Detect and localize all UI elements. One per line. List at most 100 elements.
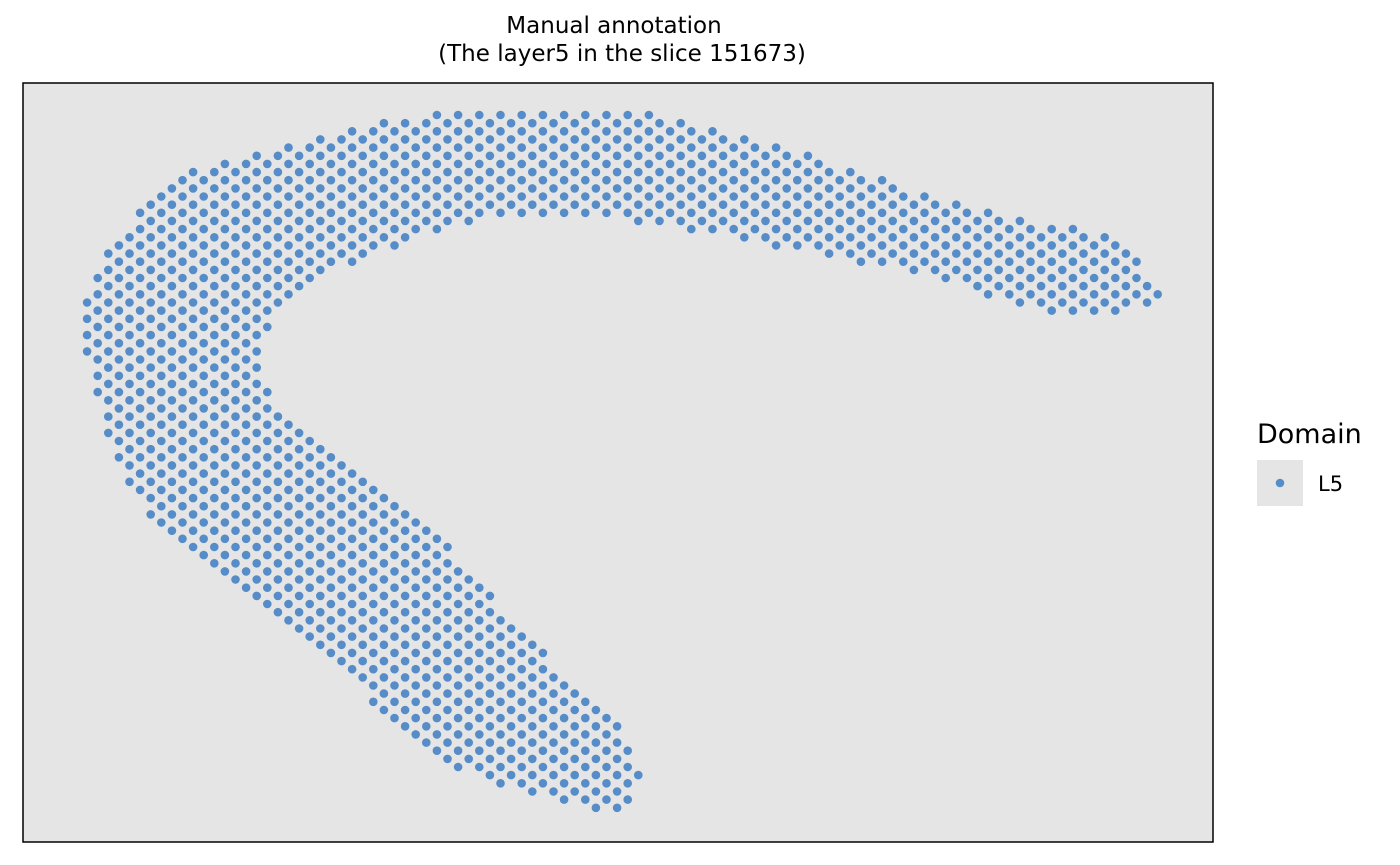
scatter-point (305, 257, 315, 267)
scatter-point (591, 803, 601, 813)
scatter-point (612, 151, 622, 161)
scatter-point (326, 224, 336, 234)
scatter-point (231, 412, 240, 421)
scatter-point (294, 216, 304, 226)
scatter-point (506, 673, 516, 682)
scatter-point (475, 127, 484, 136)
scatter-point (422, 542, 431, 552)
scatter-point (125, 249, 134, 258)
scatter-point (188, 428, 198, 438)
scatter-point (369, 681, 378, 690)
scatter-point (316, 216, 325, 226)
scatter-point (178, 322, 187, 332)
scatter-point (305, 175, 315, 185)
scatter-point (782, 151, 791, 161)
scatter-point (358, 673, 368, 682)
scatter-point (793, 208, 802, 218)
scatter-point (188, 298, 198, 307)
scatter-point (305, 632, 315, 641)
scatter-point (549, 200, 558, 209)
scatter-point (1100, 298, 1109, 307)
scatter-point (284, 567, 293, 576)
scatter-point (962, 241, 972, 250)
scatter-point (687, 192, 696, 201)
scatter-point (591, 135, 601, 144)
scatter-point (1068, 224, 1078, 234)
scatter-point (655, 200, 664, 209)
legend: Domain L5 (1257, 419, 1362, 506)
scatter-point (824, 249, 834, 258)
scatter-point (104, 298, 113, 307)
scatter-point (634, 216, 643, 226)
scatter-point (559, 208, 569, 218)
scatter-point (337, 461, 346, 470)
scatter-point (231, 314, 240, 324)
scatter-point (305, 501, 315, 511)
scatter-point (104, 379, 113, 389)
scatter-point (1058, 298, 1067, 307)
scatter-point (983, 257, 993, 267)
scatter-point (210, 298, 219, 307)
scatter-point (231, 461, 240, 470)
scatter-point (453, 697, 463, 707)
scatter-point (549, 118, 558, 128)
scatter-point (379, 151, 389, 161)
scatter-point (337, 249, 346, 258)
scatter-point (178, 257, 187, 267)
scatter-point (634, 167, 643, 177)
scatter-point (358, 151, 368, 161)
scatter-point (252, 298, 261, 307)
scatter-point (220, 273, 230, 283)
scatter-point (316, 526, 325, 535)
scatter-point (708, 159, 717, 169)
scatter-point (411, 567, 421, 576)
scatter-point (273, 444, 283, 454)
scatter-point (263, 436, 272, 446)
scatter-point (867, 233, 876, 242)
scatter-point (178, 387, 187, 397)
scatter-point (983, 241, 993, 250)
scatter-point (167, 412, 177, 421)
scatter-point (252, 591, 261, 601)
scatter-point (316, 624, 325, 633)
scatter-point (220, 453, 230, 462)
scatter-point (199, 175, 208, 185)
scatter-point (273, 249, 283, 258)
scatter-point (273, 526, 283, 535)
scatter-point (284, 241, 293, 250)
scatter-point (390, 550, 399, 560)
scatter-point (241, 290, 251, 299)
scatter-point (210, 281, 219, 291)
scatter-point (623, 746, 632, 755)
scatter-point (962, 257, 972, 267)
scatter-point (528, 656, 537, 666)
scatter-point (909, 265, 919, 275)
scatter-point (210, 396, 219, 405)
scatter-point (623, 795, 632, 804)
scatter-point (114, 306, 124, 315)
scatter-point (496, 746, 505, 755)
scatter-point (188, 265, 198, 275)
scatter-point (263, 518, 272, 527)
scatter-point (252, 314, 261, 324)
scatter-point (347, 224, 357, 234)
scatter-point (814, 241, 823, 250)
scatter-point (1079, 249, 1088, 258)
scatter-point (146, 412, 155, 421)
scatter-point (485, 135, 495, 144)
scatter-point (146, 265, 155, 275)
scatter-point (316, 493, 325, 503)
scatter-point (263, 257, 272, 267)
scatter-point (400, 722, 410, 731)
scatter-point (263, 224, 272, 234)
scatter-point (369, 648, 378, 658)
scatter-point (337, 200, 346, 209)
scatter-point (506, 167, 516, 177)
scatter-point (390, 175, 399, 185)
scatter-point (740, 135, 749, 144)
scatter-point (538, 175, 548, 185)
scatter-point (867, 200, 876, 209)
scatter-point (973, 281, 982, 291)
scatter-point (178, 290, 187, 299)
scatter-point (188, 281, 198, 291)
